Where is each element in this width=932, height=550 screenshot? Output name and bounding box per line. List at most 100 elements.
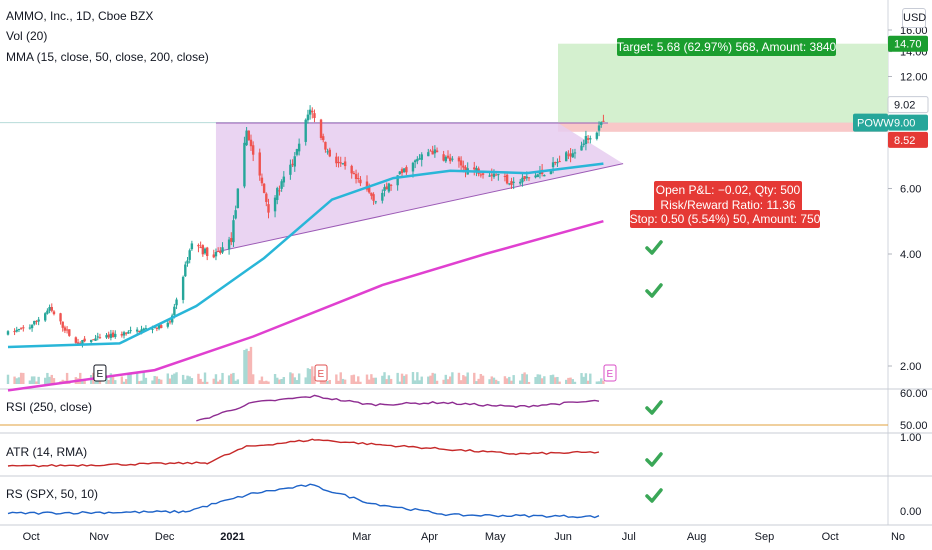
volume-bar (350, 375, 353, 384)
volume-bar (457, 372, 461, 384)
check-icon (645, 400, 663, 415)
rsi-pane-label[interactable]: RSI (250, close) (6, 400, 93, 414)
volume-bar (83, 379, 86, 384)
price-axis-label: 4.00 (900, 249, 921, 261)
volume-bar (181, 374, 185, 384)
mma-indicator-label[interactable]: MMA (15, close, 50, close, 200, close) (6, 50, 209, 64)
vol-indicator-label[interactable]: Vol (20) (6, 29, 48, 43)
candle-body (212, 254, 215, 258)
time-axis-label: Oct (23, 531, 40, 543)
candle-body (381, 192, 384, 201)
candle-body (433, 149, 437, 154)
currency-button[interactable]: USD (902, 8, 926, 28)
ma50-line (7, 162, 604, 349)
candle-body (313, 113, 316, 118)
candle-body (508, 183, 511, 185)
volume-bar (105, 375, 108, 384)
volume-bar (311, 366, 314, 384)
candle-body (83, 338, 86, 342)
candle-body (451, 158, 454, 160)
volume-bar (184, 379, 187, 384)
symbol-title[interactable]: AMMO, Inc., 1D, Cboe BZX (6, 9, 154, 23)
atr-pane-label[interactable]: ATR (14, RMA) (6, 445, 88, 459)
triangle-support-line (215, 163, 624, 253)
check-icon (645, 488, 663, 503)
candle-body (166, 322, 170, 327)
candle-body (289, 164, 292, 175)
candle-body (582, 143, 585, 145)
candle-body (94, 338, 97, 341)
candle-body (497, 174, 500, 176)
candle-body (473, 167, 476, 170)
volume-bar (120, 376, 124, 384)
candle-body (416, 158, 419, 162)
candle-body (444, 156, 448, 162)
candle-body (357, 178, 360, 180)
volume-bar (556, 376, 559, 384)
candle-body (339, 162, 342, 164)
candle-body (457, 157, 461, 162)
candle-body (411, 162, 415, 172)
volume-bar (138, 381, 141, 384)
candle-body (142, 328, 145, 331)
candle-body (352, 172, 356, 175)
candle-body (181, 276, 185, 300)
volume-bar (276, 377, 279, 384)
candle-body (175, 299, 178, 306)
candle-body (429, 150, 432, 152)
rsi-axis-label: 60.00 (900, 388, 928, 400)
volume-bar (304, 377, 307, 384)
candle-body (584, 136, 588, 145)
volume-bar (582, 376, 585, 384)
candle-body (74, 337, 78, 343)
candle-body (464, 167, 467, 173)
candle-body (249, 139, 253, 147)
volume-bar (571, 379, 574, 384)
candle-body (273, 197, 277, 212)
volume-bar (206, 381, 209, 384)
stop-price-tag-bg (888, 131, 928, 148)
volume-bar (479, 373, 483, 384)
candle-body (372, 194, 375, 201)
volume-bar (160, 379, 163, 384)
stop-annotation: Stop: 0.50 (5.54%) 50, Amount: 750 (630, 212, 821, 226)
candle-body (135, 329, 139, 332)
time-axis-label: Sep (755, 531, 775, 543)
candle-body (534, 175, 537, 178)
volume-bar (142, 372, 145, 384)
candle-body (479, 174, 483, 176)
candle-body (245, 130, 248, 146)
volume-bar (111, 377, 115, 384)
volume-bar (503, 376, 507, 384)
volume-bar (354, 381, 358, 384)
volume-bar (488, 379, 491, 384)
candle-body (46, 310, 49, 314)
volume-bar (357, 376, 360, 384)
time-axis-label: Dec (155, 531, 175, 543)
rs-pane-label[interactable]: RS (SPX, 50, 10) (6, 487, 99, 501)
volume-bar (219, 379, 222, 384)
volume-bar (328, 379, 331, 384)
candle-body (420, 154, 423, 160)
candle-body (512, 181, 515, 183)
candle-body (293, 156, 296, 167)
candle-body (251, 145, 255, 155)
candle-body (341, 163, 345, 165)
candle-body (234, 210, 237, 219)
candle-body (68, 329, 71, 336)
volume-bar (477, 378, 480, 384)
stop-zone (558, 122, 888, 132)
candle-body (319, 119, 323, 138)
volume-bar (293, 377, 296, 384)
candle-body (63, 327, 67, 331)
earnings-marker (93, 364, 107, 382)
time-axis-label: Oct (822, 531, 839, 543)
volume-bar (278, 379, 281, 384)
volume-bar (313, 376, 316, 384)
candle-body (61, 321, 64, 328)
volume-bar (381, 375, 384, 384)
volume-bar (602, 380, 605, 384)
volume-bar (216, 381, 220, 384)
volume-bar (109, 373, 113, 384)
